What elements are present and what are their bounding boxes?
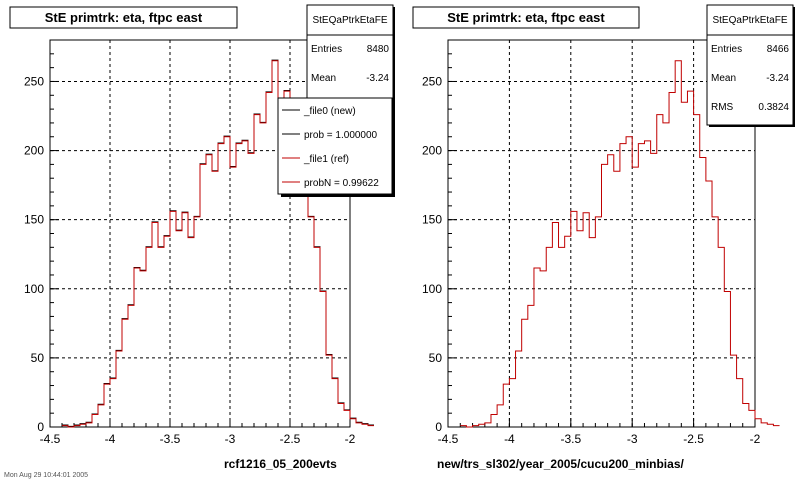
y-tick-label: 100 — [24, 282, 44, 296]
histogram-series-1 — [460, 60, 780, 428]
x-tick-label: -3.5 — [560, 432, 581, 446]
y-tick-label: 150 — [24, 213, 44, 227]
plot-frame — [447, 39, 756, 428]
stats-value: 8466 — [767, 44, 790, 55]
x-tick-label: -3.5 — [160, 432, 181, 446]
stats-box — [706, 4, 794, 126]
x-tick-label: -4 — [105, 432, 116, 446]
x-tick-label: -4 — [504, 432, 515, 446]
stats-value: 0.3824 — [758, 102, 789, 113]
chart-title: StE primtrk: eta, ftpc east — [447, 10, 605, 25]
legend-label: _file1 (ref) — [303, 154, 349, 165]
y-tick-label: 50 — [31, 351, 45, 365]
y-tick-label: 0 — [435, 420, 442, 434]
stats-label: Entries — [311, 44, 342, 55]
stats-value: -3.24 — [366, 73, 389, 84]
stats-label: Mean — [711, 73, 736, 84]
legend-label: prob = 1.000000 — [304, 130, 378, 141]
x-axis-label: new/trs_sl302/year_2005/cucu200_minbias/ — [437, 457, 684, 471]
y-tick-label: 200 — [24, 144, 44, 158]
y-tick-label: 0 — [37, 420, 44, 434]
stats-label: Mean — [311, 73, 336, 84]
stats-label: Entries — [711, 44, 742, 55]
footer-timestamp: Mon Aug 29 10:44:01 2005 — [4, 472, 88, 479]
title-box — [412, 6, 640, 29]
histogram-series-2 — [62, 60, 374, 428]
stats-value: -3.24 — [766, 73, 789, 84]
x-tick-label: -2.5 — [683, 432, 704, 446]
stats-name: StEQaPtrkEtaFE — [712, 15, 787, 26]
stats-value: 8480 — [367, 44, 390, 55]
x-tick-label: -2 — [345, 432, 356, 446]
legend-label: probN = 0.99622 — [304, 178, 379, 189]
chart-title: StE primtrk: eta, ftpc east — [45, 10, 203, 25]
legend-box — [277, 97, 393, 195]
y-tick-label: 50 — [429, 351, 443, 365]
x-tick-label: -2.5 — [280, 432, 301, 446]
x-axis-label: rcf1216_05_200evts — [224, 457, 337, 471]
chart-panel-2: -4.5 -4 -3.5 -3 -2.5 -2 0 50 100 150 200 250 StE pri… — [412, 4, 795, 471]
stats-name: StEQaPtrkEtaFE — [312, 15, 387, 26]
x-tick-label: -4.5 — [438, 432, 459, 446]
x-tick-label: -3 — [627, 432, 638, 446]
x-tick-label: -3 — [225, 432, 236, 446]
y-tick-label: 150 — [422, 213, 442, 227]
x-tick-label: -2 — [750, 432, 761, 446]
title-box — [9, 6, 238, 29]
chart-panel-1: -4.5 -4 -3.5 -3 -2.5 -2 0 50 100 150 200 250 StE pri… — [9, 4, 395, 471]
legend-label: _file0 (new) — [303, 106, 356, 117]
stats-label: RMS — [711, 102, 734, 113]
y-tick-label: 100 — [422, 282, 442, 296]
y-tick-label: 250 — [24, 74, 44, 88]
x-tick-label: -4.5 — [40, 432, 61, 446]
y-tick-label: 250 — [422, 74, 442, 88]
y-tick-label: 200 — [422, 144, 442, 158]
